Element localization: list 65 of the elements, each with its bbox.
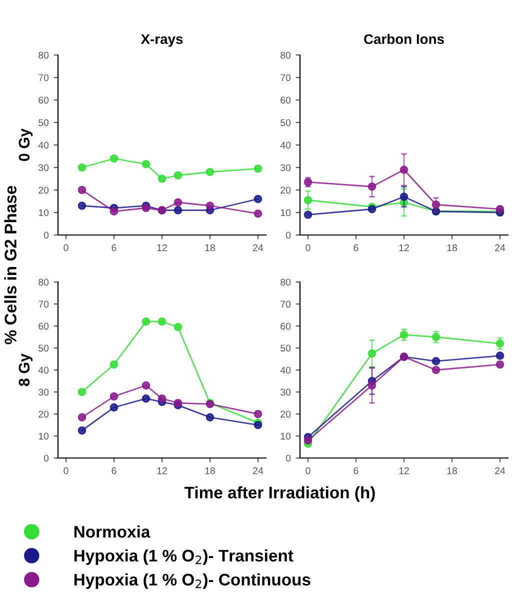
legend-label: Hypoxia (1 % O$_{2}$)- Continuous <box>74 573 310 589</box>
y-tick-label: 40 <box>280 142 291 149</box>
x-tick-label: 0 <box>306 467 310 474</box>
x-tick-label: 6 <box>354 467 358 474</box>
x-tick-label: 12 <box>399 467 409 474</box>
x-tick-label: 0 <box>64 244 68 252</box>
x-tick-label: 6 <box>112 467 116 474</box>
x-tick-label: 0 <box>64 467 68 474</box>
y-tick-label: 70 <box>38 74 49 82</box>
y-tick-label: 70 <box>280 300 291 308</box>
y-tick-label: 10 <box>38 209 49 216</box>
y-axis-title: 8 Gy <box>18 354 33 386</box>
x-tick-label: 18 <box>205 467 215 474</box>
y-tick-label: 60 <box>280 322 291 330</box>
y-tick-label: 40 <box>280 366 291 374</box>
y-tick-label: 60 <box>38 322 49 330</box>
y-tick-label: 50 <box>38 344 49 352</box>
x-tick-label: 24 <box>495 244 506 252</box>
y-tick-label: 30 <box>280 164 291 172</box>
x-tick-label: 24 <box>253 244 264 252</box>
y-tick-label: 40 <box>38 142 49 149</box>
y-tick-label: 30 <box>38 164 49 172</box>
x-tick-label: 18 <box>447 244 457 252</box>
x-tick-label: 12 <box>399 244 409 252</box>
y-tick-label: 10 <box>280 432 291 440</box>
x-tick-label: 0 <box>306 244 310 252</box>
y-tick-label: 50 <box>280 119 291 126</box>
text: Time after Irradiation (h) <box>184 486 375 502</box>
y-axis-title: 0 Gy <box>18 128 33 161</box>
x-tick-label: 6 <box>112 244 116 252</box>
y-tick-label: 10 <box>38 432 49 440</box>
y-tick-label: 70 <box>280 74 291 82</box>
x-tick-label: 18 <box>447 467 457 474</box>
y-tick-label: 0 <box>286 232 291 239</box>
y-tick-label: 30 <box>38 388 49 396</box>
y-tick-label: 20 <box>38 410 49 418</box>
y-tick-label: 80 <box>38 52 49 59</box>
y-tick-label: 20 <box>280 186 291 194</box>
x-tick-label: 6 <box>354 244 358 252</box>
x-tick-label: 24 <box>253 467 264 474</box>
y-tick-label: 60 <box>280 96 291 104</box>
y-tick-label: 10 <box>280 209 291 216</box>
legend-label: Hypoxia (1 % O$_{2}$)- Transient <box>74 549 294 565</box>
y-tick-label: 0 <box>44 454 49 462</box>
y-tick-label: 20 <box>280 410 291 418</box>
y-tick-label: 20 <box>38 186 49 194</box>
y-tick-label: 30 <box>280 388 291 396</box>
x-tick-label: 18 <box>205 244 215 252</box>
y-tick-label: 50 <box>280 344 291 352</box>
y-tick-label: 80 <box>280 52 291 59</box>
chart-title: X-rays <box>140 34 183 47</box>
chart-title: Carbon Ions <box>364 34 444 44</box>
y-tick-label: 60 <box>38 96 49 104</box>
text: % Cells in G2 Phase <box>4 186 16 344</box>
y-tick-label: 80 <box>38 278 49 286</box>
legend-label: Normoxia <box>74 525 150 538</box>
y-tick-label: 0 <box>44 232 49 239</box>
y-tick-label: 0 <box>286 454 291 462</box>
x-tick-label: 12 <box>157 244 167 252</box>
x-tick-label: 24 <box>495 467 506 474</box>
x-tick-label: 12 <box>157 467 167 474</box>
y-tick-label: 50 <box>38 119 49 126</box>
y-tick-label: 70 <box>38 300 49 308</box>
y-tick-label: 80 <box>280 278 291 286</box>
y-tick-label: 40 <box>38 366 49 374</box>
